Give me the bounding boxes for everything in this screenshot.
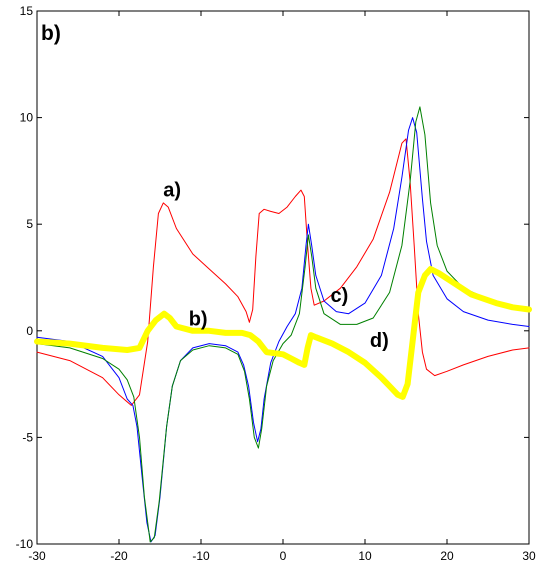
series-line-4 <box>34 266 532 400</box>
annotation-label: b) <box>189 308 208 330</box>
x-tick-label: 30 <box>522 549 536 563</box>
annotation-label: a) <box>163 179 181 201</box>
x-tick-label: -30 <box>28 549 46 563</box>
annotation-label: d) <box>370 330 389 352</box>
annotation-label: c) <box>331 285 349 307</box>
y-tick-label: 0 <box>26 324 33 338</box>
x-tick-label: 20 <box>440 549 454 563</box>
y-tick-label: 5 <box>26 217 33 231</box>
plot-frame <box>36 10 530 545</box>
y-tick-label: -5 <box>22 430 33 444</box>
x-tick-label: -20 <box>110 549 128 563</box>
curve-annotations: a) b) c) d) <box>163 179 389 351</box>
x-tick-label: 0 <box>280 549 287 563</box>
axis-ticks: -30 -20 -10 0 10 20 30 -10 -5 0 5 10 15 <box>16 4 536 563</box>
x-tick-label: -10 <box>192 549 210 563</box>
curves <box>34 106 532 543</box>
y-tick-label: -10 <box>16 537 34 551</box>
y-tick-label: 15 <box>20 4 34 18</box>
series-line-3 <box>36 106 530 543</box>
y-tick-label: 10 <box>20 111 34 125</box>
x-tick-label: 10 <box>358 549 372 563</box>
panel-label: b) <box>41 22 61 45</box>
